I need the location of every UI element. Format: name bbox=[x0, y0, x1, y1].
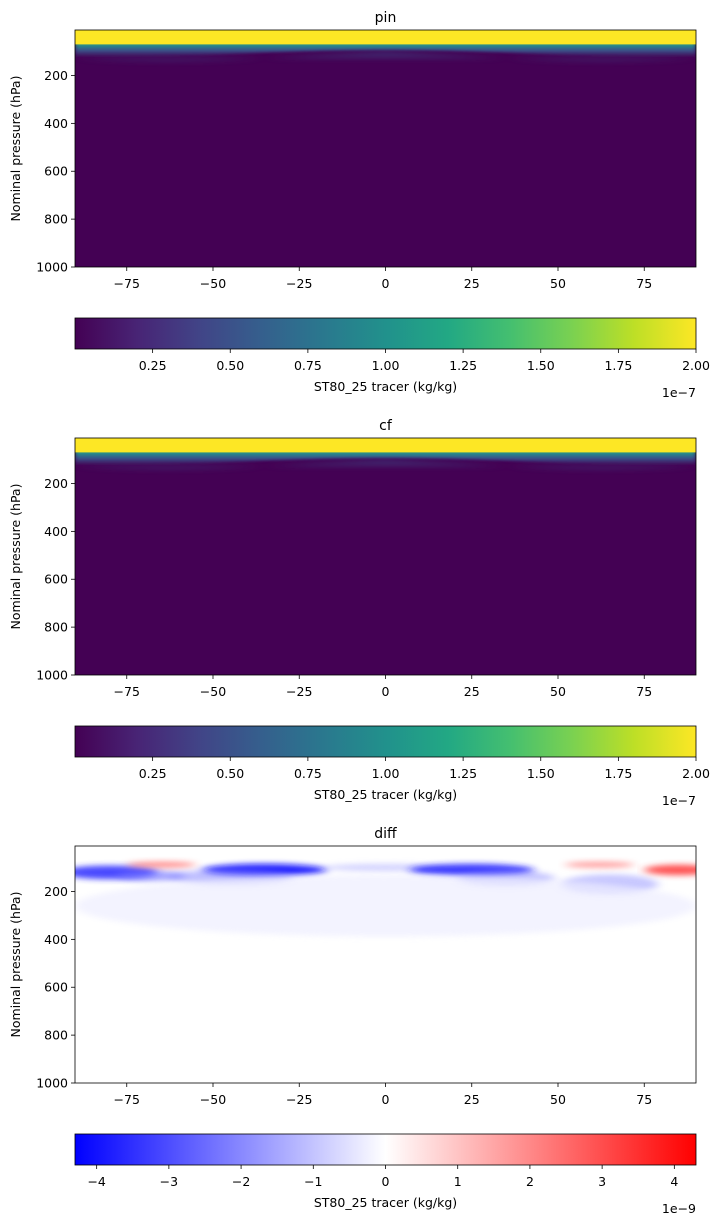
colorbar-label: ST80_25 tracer (kg/kg) bbox=[314, 787, 457, 802]
heatmap-field bbox=[75, 438, 696, 675]
diff-blob bbox=[644, 864, 696, 876]
colorbar-tick-label: −3 bbox=[160, 1174, 178, 1189]
tracer-high-layer bbox=[75, 438, 696, 453]
x-tick-label: −50 bbox=[200, 684, 226, 699]
colorbar-offset-text: 1e−9 bbox=[662, 1201, 696, 1216]
colorbar-tick-label: 0.50 bbox=[216, 358, 244, 373]
y-tick-label: 600 bbox=[44, 572, 68, 587]
colorbar-tick-label: 1 bbox=[454, 1174, 462, 1189]
colorbar-tick-label: 0.75 bbox=[294, 358, 322, 373]
colorbar-offset-text: 1e−7 bbox=[662, 385, 696, 400]
colorbar-tick-label: 1.00 bbox=[372, 358, 400, 373]
diff-blob bbox=[564, 861, 634, 868]
colorbar-tick-label: 0.75 bbox=[294, 766, 322, 781]
y-axis-label: Nominal pressure (hPa) bbox=[8, 76, 23, 222]
x-tick-label: −50 bbox=[200, 276, 226, 291]
x-tick-label: −75 bbox=[114, 276, 140, 291]
y-tick-label: 800 bbox=[44, 1028, 68, 1043]
colorbar bbox=[74, 1133, 697, 1166]
x-tick-label: 50 bbox=[550, 276, 566, 291]
panel-title: diff bbox=[374, 826, 397, 842]
y-tick-label: 1000 bbox=[36, 668, 68, 683]
colorbar-tick-label: 2.00 bbox=[682, 358, 710, 373]
heatmap-field bbox=[75, 30, 696, 267]
colorbar bbox=[74, 725, 697, 758]
x-tick-label: 75 bbox=[636, 276, 652, 291]
colorbar-tick-label: −4 bbox=[87, 1174, 105, 1189]
colorbar-tick-label: 0.25 bbox=[139, 766, 167, 781]
x-tick-label: −50 bbox=[200, 1092, 226, 1107]
x-tick-label: 75 bbox=[636, 1092, 652, 1107]
diff-blob bbox=[126, 861, 196, 868]
x-tick-label: 75 bbox=[636, 684, 652, 699]
heatmap-background bbox=[75, 30, 696, 267]
colorbar-tick-label: 3 bbox=[598, 1174, 606, 1189]
y-tick-label: 1000 bbox=[36, 1076, 68, 1091]
colorbar-tick-label: −2 bbox=[232, 1174, 250, 1189]
colorbar-label: ST80_25 tracer (kg/kg) bbox=[314, 379, 457, 394]
panel-title: pin bbox=[375, 10, 397, 26]
heatmap-background bbox=[75, 438, 696, 675]
y-tick-label: 400 bbox=[44, 932, 68, 947]
x-tick-label: 0 bbox=[382, 276, 390, 291]
colorbar-tick-label: 0.50 bbox=[216, 766, 244, 781]
colorbar-tick-label: 4 bbox=[670, 1174, 678, 1189]
panel-title: cf bbox=[379, 418, 393, 434]
x-tick-label: 25 bbox=[464, 684, 480, 699]
panel-pin: pin −75 −50 −25 0 25 50 75 200 400 600 800 1000 Nomin… bbox=[8, 10, 710, 400]
y-tick-label: 800 bbox=[44, 212, 68, 227]
x-tick-label: 25 bbox=[464, 1092, 480, 1107]
y-tick-label: 400 bbox=[44, 524, 68, 539]
colorbar-tick-label: 0 bbox=[382, 1174, 390, 1189]
colorbar-tick-label: 2.00 bbox=[682, 766, 710, 781]
tracer-tail bbox=[75, 459, 696, 469]
x-tick-label: 50 bbox=[550, 1092, 566, 1107]
tracer-high-layer bbox=[75, 30, 696, 45]
x-tick-label: 0 bbox=[382, 684, 390, 699]
diff-blob bbox=[116, 870, 186, 882]
y-tick-label: 200 bbox=[44, 884, 68, 899]
y-axis-label: Nominal pressure (hPa) bbox=[8, 892, 23, 1038]
x-tick-label: −75 bbox=[114, 1092, 140, 1107]
y-tick-label: 600 bbox=[44, 164, 68, 179]
x-tick-label: 25 bbox=[464, 276, 480, 291]
x-tick-label: 0 bbox=[382, 1092, 390, 1107]
colorbar-tick-label: 1.75 bbox=[604, 766, 632, 781]
colorbar-offset-text: 1e−7 bbox=[662, 793, 696, 808]
colorbar-tick-label: 1.25 bbox=[449, 766, 477, 781]
x-tick-label: −25 bbox=[286, 1092, 312, 1107]
colorbar-tick-label: 1.50 bbox=[527, 766, 555, 781]
y-tick-label: 200 bbox=[44, 68, 68, 83]
x-tick-label: −25 bbox=[286, 276, 312, 291]
y-tick-label: 600 bbox=[44, 980, 68, 995]
colorbar-tick-label: 0.25 bbox=[139, 358, 167, 373]
y-axis-label: Nominal pressure (hPa) bbox=[8, 484, 23, 630]
colorbar-label: ST80_25 tracer (kg/kg) bbox=[314, 1195, 457, 1210]
colorbar-tick-label: 1.00 bbox=[372, 766, 400, 781]
y-tick-label: 800 bbox=[44, 620, 68, 635]
x-tick-label: −75 bbox=[114, 684, 140, 699]
y-tick-label: 200 bbox=[44, 476, 68, 491]
colorbar-tick-label: 1.25 bbox=[449, 358, 477, 373]
panel-cf: cf −75 −50 −25 0 25 50 75 200 400 600 800 1000 Nomina… bbox=[8, 418, 710, 808]
panel-diff: diff −75 −50 −25 0 25 50 75 200 400 600 800 1000 Nomi… bbox=[8, 826, 697, 1216]
y-tick-label: 400 bbox=[44, 116, 68, 131]
colorbar-tick-label: 1.50 bbox=[527, 358, 555, 373]
colorbar-tick-label: 2 bbox=[526, 1174, 534, 1189]
heatmap-field bbox=[75, 846, 696, 1083]
x-tick-label: 50 bbox=[550, 684, 566, 699]
y-tick-label: 1000 bbox=[36, 260, 68, 275]
tracer-tail bbox=[75, 51, 696, 61]
colorbar bbox=[74, 317, 697, 350]
x-tick-label: −25 bbox=[286, 684, 312, 699]
colorbar-tick-label: 1.75 bbox=[604, 358, 632, 373]
colorbar-tick-label: −1 bbox=[304, 1174, 322, 1189]
diff-blob bbox=[75, 875, 696, 937]
